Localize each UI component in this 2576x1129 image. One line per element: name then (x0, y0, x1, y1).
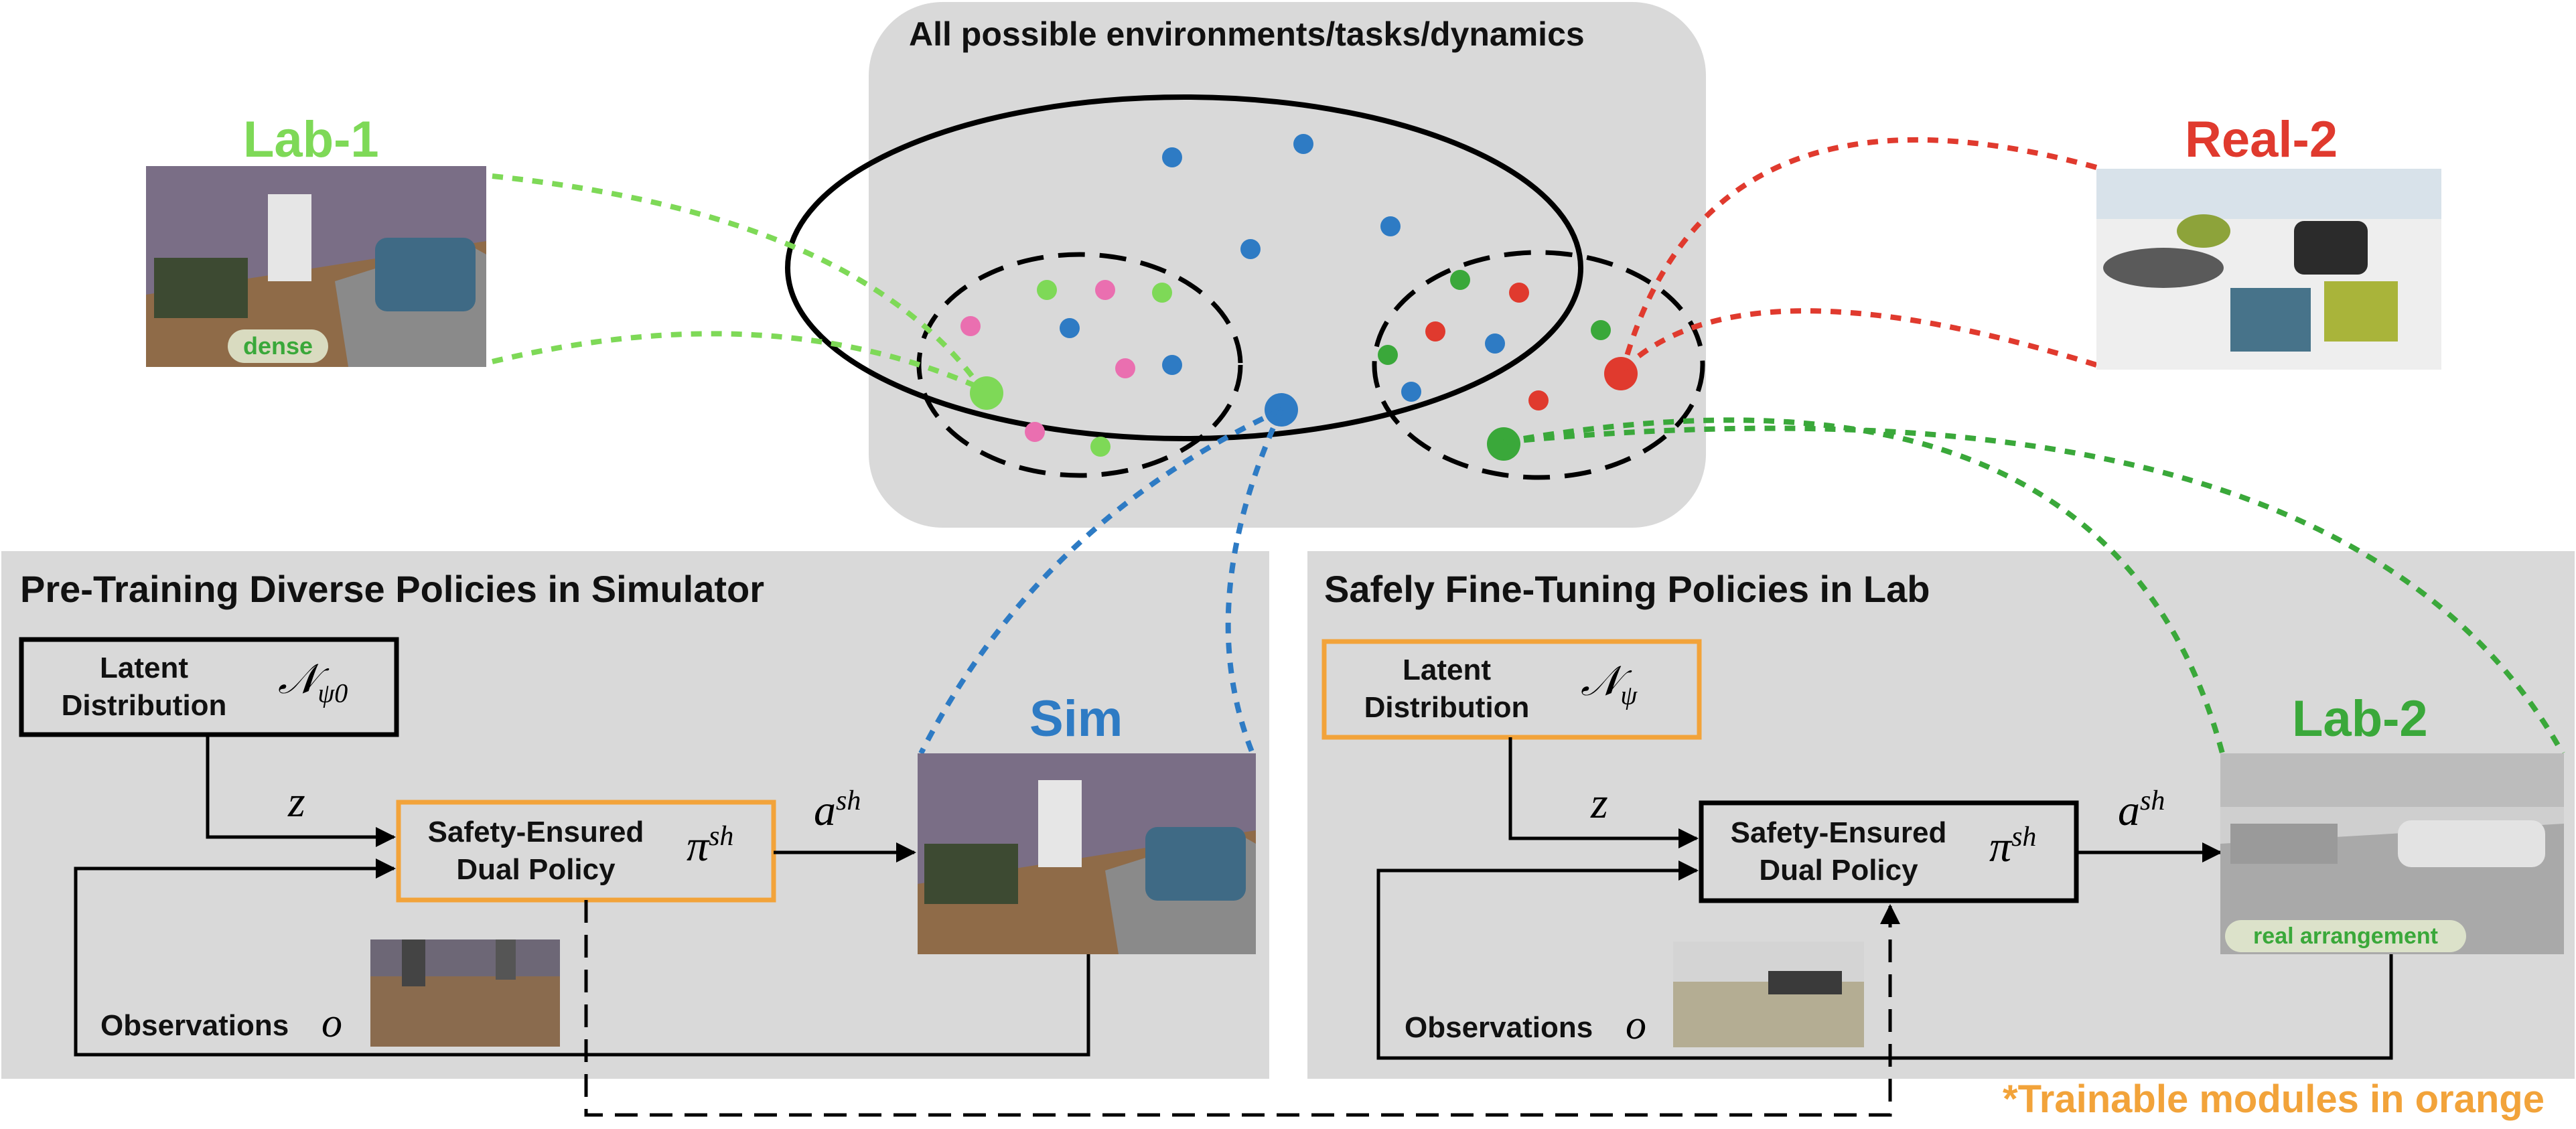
right-pi-symbol: πsh (1989, 821, 2036, 873)
dot-dark-green (1591, 320, 1611, 340)
dot-blue (1401, 382, 1421, 402)
right-observation-thumbnail (1673, 942, 1864, 1047)
left-observation-thumbnail (370, 939, 560, 1047)
dot-red (1509, 283, 1529, 303)
lab2-connector-right (1503, 425, 2565, 755)
left-latent-line2: Distribution (61, 689, 227, 722)
right-z-label: z (1591, 779, 1608, 828)
sim-thumbnail (918, 753, 1256, 954)
top-environment-panel (869, 2, 1706, 528)
dot-dark-green (1450, 270, 1470, 290)
left-observation-loop (74, 858, 1090, 1057)
left-policy-line2: Dual Policy (456, 853, 616, 886)
right-policy-label: Safety-Ensured Dual Policy (1705, 814, 1973, 889)
right-observations-label: Observations (1405, 1011, 1593, 1044)
lab1-connector-bottom (492, 331, 983, 391)
top-panel-title: All possible environments/tasks/dynamics (909, 15, 1585, 53)
dotted-connectors (492, 137, 2565, 755)
right-latent-label: Latent Distribution (1330, 652, 1564, 727)
dot-blue (1162, 355, 1182, 375)
dot-pink (1115, 358, 1135, 378)
lab2-title: Lab-2 (2292, 690, 2428, 747)
right-a-sup: sh (2140, 785, 2165, 816)
lab1-connector-top (492, 173, 984, 390)
left-a-sup: sh (836, 785, 861, 816)
left-latent-line1: Latent (100, 652, 188, 684)
left-obs-symbol: o (321, 1000, 342, 1046)
right-pi-sup: sh (2011, 822, 2037, 852)
right-obs-symbol: o (1626, 1002, 1646, 1048)
right-latent-line1: Latent (1403, 654, 1491, 686)
dot-green (1090, 437, 1111, 457)
left-observations-label: Observations (100, 1009, 289, 1042)
environment-dots (960, 134, 1638, 461)
left-latent-symbol: 𝒩ψ0 (278, 656, 348, 708)
right-policy-line2: Dual Policy (1759, 854, 1918, 887)
left-policy-label: Safety-Ensured Dual Policy (402, 814, 670, 889)
right-action-label: ash (2118, 785, 2165, 836)
real-cluster-ellipse (1372, 250, 1705, 480)
right-panel-title: Safely Fine-Tuning Policies in Lab (1324, 568, 1930, 610)
dot-red (1425, 321, 1445, 342)
real2-title: Real-2 (2185, 111, 2338, 168)
right-observation-loop (1376, 860, 2393, 1060)
dot-blue (1240, 239, 1261, 259)
left-z-arrow (206, 735, 396, 847)
right-latent-sub: ψ (1620, 680, 1638, 710)
dot-blue (1060, 318, 1080, 338)
right-policy-line1: Safety-Ensured (1730, 816, 1947, 849)
dot-dark-green-large (1487, 427, 1520, 461)
left-action-label: ash (814, 785, 861, 836)
left-pi-sup: sh (709, 821, 734, 852)
dot-pink (1025, 422, 1045, 442)
sim-title: Sim (1029, 690, 1123, 747)
left-policy-line1: Safety-Ensured (427, 816, 644, 848)
right-pi: π (1989, 822, 2012, 871)
left-pi: π (687, 822, 709, 871)
dot-blue (1293, 134, 1313, 154)
left-pi-symbol: πsh (687, 820, 733, 872)
left-latent-label: Latent Distribution (27, 650, 261, 725)
dot-blue (1380, 216, 1401, 236)
right-latent-line2: Distribution (1364, 691, 1530, 724)
dot-pink (960, 316, 981, 336)
sim-connector-right (1225, 408, 1284, 755)
left-latent-n: 𝒩 (278, 657, 318, 702)
real2-thumbnail (2096, 169, 2441, 370)
real2-connector-top (1620, 137, 2098, 371)
right-a: a (2118, 786, 2140, 835)
trainable-footnote: *Trainable modules in orange (2003, 1077, 2545, 1121)
dot-pink (1095, 280, 1115, 300)
left-latent-sub: ψ0 (317, 678, 348, 708)
right-latent-symbol: 𝒩ψ (1581, 658, 1637, 710)
dot-red (1528, 390, 1549, 410)
all-environments-ellipse (785, 94, 1583, 441)
real2-connector-bottom (1621, 308, 2098, 372)
left-panel-title: Pre-Training Diverse Policies in Simulat… (20, 568, 765, 610)
dot-blue (1485, 333, 1505, 354)
dot-green (1152, 283, 1172, 303)
dot-green-large (970, 376, 1003, 410)
dot-red-large (1604, 357, 1638, 390)
left-z-label: z (288, 777, 305, 826)
dot-green (1037, 280, 1057, 300)
policy-transfer-dashed (584, 900, 1900, 1117)
lab1-title: Lab-1 (243, 111, 379, 168)
right-z-arrow (1508, 737, 1699, 848)
lab2-badge: real arrangement (2225, 920, 2466, 952)
lab1-badge: dense (228, 329, 328, 363)
dot-blue (1162, 147, 1182, 167)
lab2-connector-left (1503, 417, 2225, 755)
right-latent-n: 𝒩 (1581, 659, 1621, 704)
left-a: a (814, 786, 836, 835)
dot-dark-green (1378, 345, 1398, 365)
